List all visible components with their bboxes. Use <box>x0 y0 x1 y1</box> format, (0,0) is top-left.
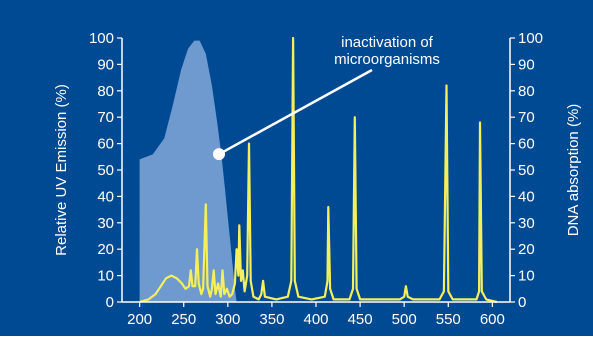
y-right-tick-label: 30 <box>518 215 535 232</box>
y-right-tick-label: 0 <box>518 294 526 311</box>
annotation-line-2: microorganisms <box>334 51 440 68</box>
y-left-tick-label: 10 <box>97 268 114 285</box>
y-left-tick-label: 50 <box>97 162 114 179</box>
x-tick-label: 200 <box>127 311 152 328</box>
uv-emission-layer <box>139 36 498 304</box>
dna-absorption-area <box>139 40 237 302</box>
y-left-tick-label: 40 <box>97 188 114 205</box>
y-axis-right-label: DNA absorption (%) <box>565 104 582 237</box>
uv-emission-line <box>139 36 498 304</box>
x-tick-label: 250 <box>171 311 196 328</box>
y-right-tick-label: 100 <box>518 30 543 47</box>
y-right-tick-label: 90 <box>518 56 535 73</box>
y-right-tick-label: 70 <box>518 109 535 126</box>
x-tick-label: 350 <box>259 311 284 328</box>
y-left-tick-label: 80 <box>97 83 114 100</box>
annotation-marker <box>213 148 225 161</box>
annotation-pointer <box>218 68 373 156</box>
y-axis-left-label: Relative UV Emission (%) <box>53 84 70 256</box>
axes-layer: 0 10 20 30 40 50 60 70 80 90 100 0 10 20 30 40 50 60 70 80 9… <box>89 30 543 328</box>
annotation-line-1: inactivation of <box>341 34 434 51</box>
y-left-tick-label: 60 <box>97 136 114 153</box>
y-left-tick-label: 30 <box>97 215 114 232</box>
y-left-tick-label: 20 <box>97 241 114 258</box>
y-right-tick-label: 60 <box>518 136 535 153</box>
dna-absorption-layer <box>139 40 237 302</box>
y-left-tick-label: 100 <box>89 30 114 47</box>
x-tick-label: 600 <box>480 311 505 328</box>
annotation-layer: inactivation of microorganisms <box>213 34 440 161</box>
y-left-tick-label: 0 <box>106 294 114 311</box>
x-tick-label: 400 <box>303 311 328 328</box>
x-tick-label: 450 <box>348 311 373 328</box>
y-right-tick-label: 10 <box>518 268 535 285</box>
x-tick-label: 300 <box>215 311 240 328</box>
y-left-tick-label: 90 <box>97 56 114 73</box>
y-left-tick-label: 70 <box>97 109 114 126</box>
x-tick-label: 500 <box>392 311 417 328</box>
y-right-tick-label: 40 <box>518 188 535 205</box>
y-right-tick-label: 80 <box>518 83 535 100</box>
y-right-tick-label: 20 <box>518 241 535 258</box>
y-right-tick-label: 50 <box>518 162 535 179</box>
x-tick-label: 550 <box>436 311 461 328</box>
